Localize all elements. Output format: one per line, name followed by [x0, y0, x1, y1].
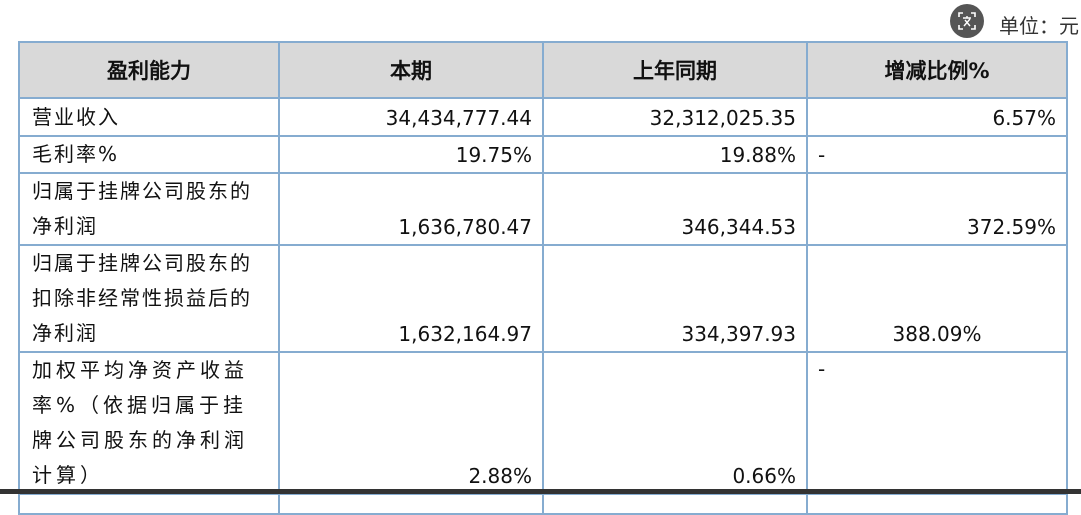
- change-value: -: [806, 135, 1068, 174]
- unit-label: 单位：元: [999, 14, 1079, 38]
- row-label: 毛利率%: [18, 135, 280, 174]
- current-value: 19.75%: [278, 135, 544, 174]
- current-value: 1,632,164.97: [278, 244, 544, 353]
- translate-icon[interactable]: [950, 4, 984, 38]
- change-value: 388.09%: [806, 244, 1068, 353]
- table-row-partial: [18, 493, 1068, 515]
- translate-glyph-icon: [958, 12, 976, 30]
- change-value: 6.57%: [806, 97, 1068, 137]
- table-row: 营业收入 34,434,777.44 32,312,025.35 6.57%: [18, 97, 1068, 137]
- prior-value: 0.66%: [542, 351, 808, 495]
- empty-cell: [806, 493, 1068, 515]
- table-row: 归属于挂牌公司股东的扣除非经常性损益后的净利润 1,632,164.97 334…: [18, 244, 1068, 353]
- change-value: -: [806, 351, 1068, 495]
- current-value: 2.88%: [278, 351, 544, 495]
- current-value: 1,636,780.47: [278, 172, 544, 246]
- header-profitability: 盈利能力: [18, 41, 280, 99]
- prior-value: 32,312,025.35: [542, 97, 808, 137]
- row-label: 归属于挂牌公司股东的扣除非经常性损益后的净利润: [18, 244, 280, 353]
- profitability-table: 盈利能力 本期 上年同期 增减比例% 营业收入 34,434,777.44 32…: [18, 41, 1068, 515]
- prior-value: 346,344.53: [542, 172, 808, 246]
- empty-cell: [542, 493, 808, 515]
- bottom-edge: [0, 489, 1081, 494]
- empty-cell: [278, 493, 544, 515]
- empty-cell: [18, 493, 280, 515]
- change-value: 372.59%: [806, 172, 1068, 246]
- header-prior: 上年同期: [542, 41, 808, 99]
- table-row: 加权平均净资产收益率%（依据归属于挂牌公司股东的净利润计算） 2.88% 0.6…: [18, 351, 1068, 495]
- header-current: 本期: [278, 41, 544, 99]
- header-change: 增减比例%: [806, 41, 1068, 99]
- row-label: 加权平均净资产收益率%（依据归属于挂牌公司股东的净利润计算）: [18, 351, 280, 495]
- table-row: 毛利率% 19.75% 19.88% -: [18, 135, 1068, 174]
- prior-value: 19.88%: [542, 135, 808, 174]
- prior-value: 334,397.93: [542, 244, 808, 353]
- current-value: 34,434,777.44: [278, 97, 544, 137]
- table-row: 归属于挂牌公司股东的净利润 1,636,780.47 346,344.53 37…: [18, 172, 1068, 246]
- row-label: 营业收入: [18, 97, 280, 137]
- header-row: 盈利能力 本期 上年同期 增减比例%: [18, 41, 1068, 99]
- row-label: 归属于挂牌公司股东的净利润: [18, 172, 280, 246]
